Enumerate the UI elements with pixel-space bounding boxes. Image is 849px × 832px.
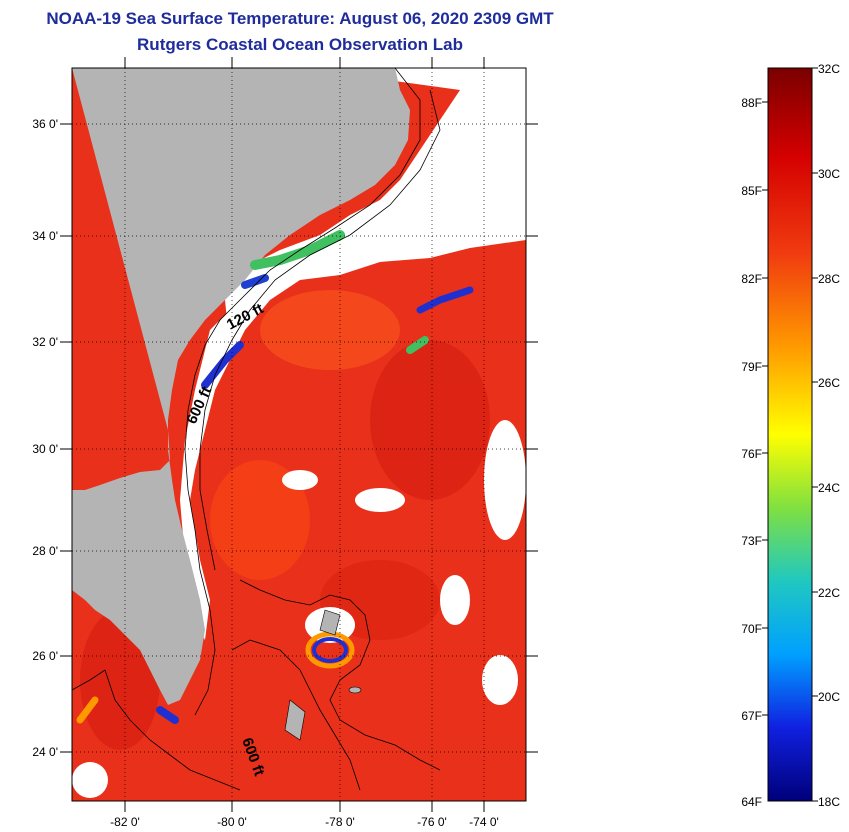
colorbar-label-30c: 30C xyxy=(818,167,840,181)
colorbar-label-24c: 24C xyxy=(818,481,840,495)
colorbar-gradient xyxy=(767,67,813,802)
colorbar-label-18c: 18C xyxy=(818,795,840,809)
colorbar-label-76f: 76F xyxy=(741,447,762,461)
land-mass xyxy=(72,68,410,705)
colorbar-label-73f: 73F xyxy=(741,534,762,548)
colorbar-label-85f: 85F xyxy=(741,184,762,198)
colorbar-ticks xyxy=(762,67,818,802)
cool-upwelling-band xyxy=(76,230,474,724)
lat-label-32: 32 0' xyxy=(32,335,58,349)
colorbar-label-26c: 26C xyxy=(818,376,840,390)
lat-label-30: 30 0' xyxy=(32,442,58,456)
map-frame xyxy=(71,67,527,802)
depth-contours xyxy=(72,68,441,791)
colorbar-label-64f: 64F xyxy=(741,795,762,809)
lat-label-34: 34 0' xyxy=(32,229,58,243)
eddy-ring xyxy=(305,631,355,669)
lon-label-76: -76 0' xyxy=(417,815,447,829)
colorbar-label-88f: 88F xyxy=(741,96,762,110)
lat-label-28: 28 0' xyxy=(32,544,58,558)
colorbar-label-70f: 70F xyxy=(741,622,762,636)
lat-label-36: 36 0' xyxy=(32,117,58,131)
map-ticks xyxy=(60,57,538,812)
lon-label-74: -74 0' xyxy=(469,815,499,829)
colorbar-label-22c: 22C xyxy=(818,586,840,600)
latitude-labels: 36 0' 34 0' 32 0' 30 0' 28 0' 26 0' 24 0… xyxy=(32,117,58,759)
longitude-labels: -82 0' -80 0' -78 0' -76 0' -74 0' xyxy=(110,815,499,829)
colorbar-label-20c: 20C xyxy=(818,690,840,704)
colorbar-label-82f: 82F xyxy=(741,272,762,286)
map-subtitle: Rutgers Coastal Ocean Observation Lab xyxy=(137,35,463,54)
bahamas-islands xyxy=(284,609,362,741)
map-title: NOAA-19 Sea Surface Temperature: August … xyxy=(46,9,554,28)
lat-label-26: 26 0' xyxy=(32,649,58,663)
map-panel: 120 ft 600 ft 600 ft xyxy=(72,68,526,801)
lat-label-24: 24 0' xyxy=(32,745,58,759)
colorbar-label-79f: 79F xyxy=(741,360,762,374)
lon-label-82: -82 0' xyxy=(110,815,140,829)
lon-label-78: -78 0' xyxy=(325,815,355,829)
colorbar: 32C 30C 28C 26C 24C 22C 20C 18C 88F 85F … xyxy=(741,62,840,809)
colorbar-label-32c: 32C xyxy=(818,62,840,76)
colorbar-label-67f: 67F xyxy=(741,709,762,723)
colorbar-label-28c: 28C xyxy=(818,272,840,286)
lon-label-80: -80 0' xyxy=(217,815,247,829)
